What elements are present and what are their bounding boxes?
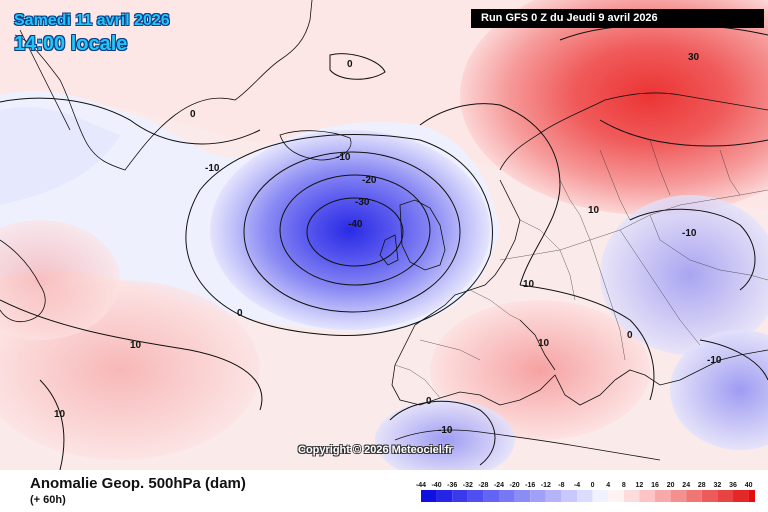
legend-tick-label: 8 — [622, 482, 626, 489]
cold-anomaly-balkans — [600, 195, 768, 355]
legend-tick-label: 20 — [667, 482, 675, 489]
contour-label: 0 — [347, 59, 353, 70]
contour-label: 0 — [190, 109, 196, 120]
contour-label: 30 — [688, 52, 700, 63]
legend-swatch — [655, 490, 671, 502]
contour-label: -10 — [336, 152, 351, 163]
legend-tick-label: -24 — [494, 482, 504, 489]
contour-label: -40 — [348, 219, 363, 230]
contour-lines — [0, 23, 768, 470]
legend-tick-label: -20 — [510, 482, 520, 489]
legend-swatch — [701, 490, 718, 502]
contour-label: 10 — [523, 279, 535, 290]
warm-anomaly-west — [0, 220, 120, 340]
contour-label: -10 — [205, 163, 220, 174]
legend-tick-label: -36 — [447, 482, 457, 489]
legend-swatch — [639, 490, 655, 502]
model-run-label: Run GFS 0 Z du Jeudi 9 avril 2026 — [471, 9, 764, 28]
legend-tick-label: 4 — [606, 482, 610, 489]
contour-labels: 0 0 -10 -10 -20 -30 -40 0 10 10 10 30 10… — [54, 52, 722, 436]
coastlines — [0, 0, 768, 461]
contour-label: -10 — [438, 425, 453, 436]
field-title: Anomalie Geop. 500hPa (dam) — [30, 475, 246, 492]
anomaly-map: 0 0 -10 -10 -20 -30 -40 0 10 10 10 30 10… — [0, 0, 768, 470]
forecast-time: 14:00 locale — [14, 33, 128, 55]
contour-label: 10 — [54, 409, 66, 420]
legend-tick-label: -32 — [463, 482, 473, 489]
legend-scale: -44 -40 -36 -32 -28 -24 -20 -16 -12 -8 -4 0 4 8 12 16 20… — [416, 482, 765, 502]
legend-swatch — [452, 490, 468, 502]
legend-swatch — [561, 490, 577, 502]
contour-label: 0 — [237, 308, 243, 319]
warm-anomaly-mediterranean — [430, 300, 650, 440]
legend-swatch — [514, 490, 531, 502]
legend-swatch — [608, 490, 624, 502]
contour-label: -10 — [682, 228, 697, 239]
cold-anomaly-north-africa — [375, 400, 515, 470]
contour-label: -10 — [707, 355, 722, 366]
legend-swatch — [545, 490, 562, 502]
legend-tick-label: 12 — [636, 482, 644, 489]
legend-swatch — [499, 490, 515, 502]
contour-label: 10 — [588, 205, 600, 216]
cool-field-west — [0, 107, 120, 205]
forecast-date: Samedi 11 avril 2026 — [14, 12, 170, 29]
legend-swatch — [717, 490, 733, 502]
legend-tick-label: 16 — [651, 482, 659, 489]
legend-swatch — [436, 490, 453, 502]
legend-tick-label: 32 — [714, 482, 722, 489]
legend-swatch — [483, 490, 499, 502]
contour-label: -30 — [355, 197, 370, 208]
warm-anomaly-scandinavia — [460, 0, 768, 215]
contour-label: 0 — [426, 396, 432, 407]
legend-swatch — [686, 490, 702, 502]
legend-swatch — [670, 490, 687, 502]
legend-tick-label: 28 — [698, 482, 706, 489]
legend-swatch — [530, 490, 546, 502]
contour-label: 10 — [538, 338, 550, 349]
legend-tick-label: -8 — [558, 482, 564, 489]
cold-anomaly-anatolia — [670, 330, 768, 450]
legend-tick-label: 24 — [682, 482, 690, 489]
legend-tick-label: 40 — [745, 482, 753, 489]
legend-tick-label: -44 — [416, 482, 426, 489]
deep-low-anomaly — [210, 130, 490, 330]
legend-tick-label: -16 — [525, 482, 535, 489]
contour-label: 10 — [130, 340, 142, 351]
contour-label: 0 — [627, 330, 633, 341]
lead-time: (+ 60h) — [30, 494, 66, 506]
legend-swatch — [748, 490, 765, 502]
color-legend: -44 -40 -36 -32 -28 -24 -20 -16 -12 -8 -4 0 4 8 12 16 20… — [415, 478, 765, 508]
legend-tick-label: -12 — [541, 482, 551, 489]
legend-swatch — [467, 490, 484, 502]
legend-swatch — [623, 490, 640, 502]
legend-tick-label: -28 — [478, 482, 488, 489]
contour-label: -20 — [362, 175, 377, 186]
map-area: 0 0 -10 -10 -20 -30 -40 0 10 10 10 30 10… — [0, 0, 768, 470]
legend-tick-label: -40 — [432, 482, 442, 489]
legend-tick-label: 0 — [591, 482, 595, 489]
legend-tick-label: 36 — [729, 482, 737, 489]
legend-swatch — [733, 490, 749, 502]
country-borders — [394, 139, 768, 399]
legend-swatch — [592, 490, 609, 502]
legend-swatch — [577, 490, 593, 502]
legend-tick-label: -4 — [574, 482, 580, 489]
legend-swatch — [421, 490, 437, 502]
copyright-notice: Copyright © 2026 Meteociel.fr — [298, 444, 453, 456]
